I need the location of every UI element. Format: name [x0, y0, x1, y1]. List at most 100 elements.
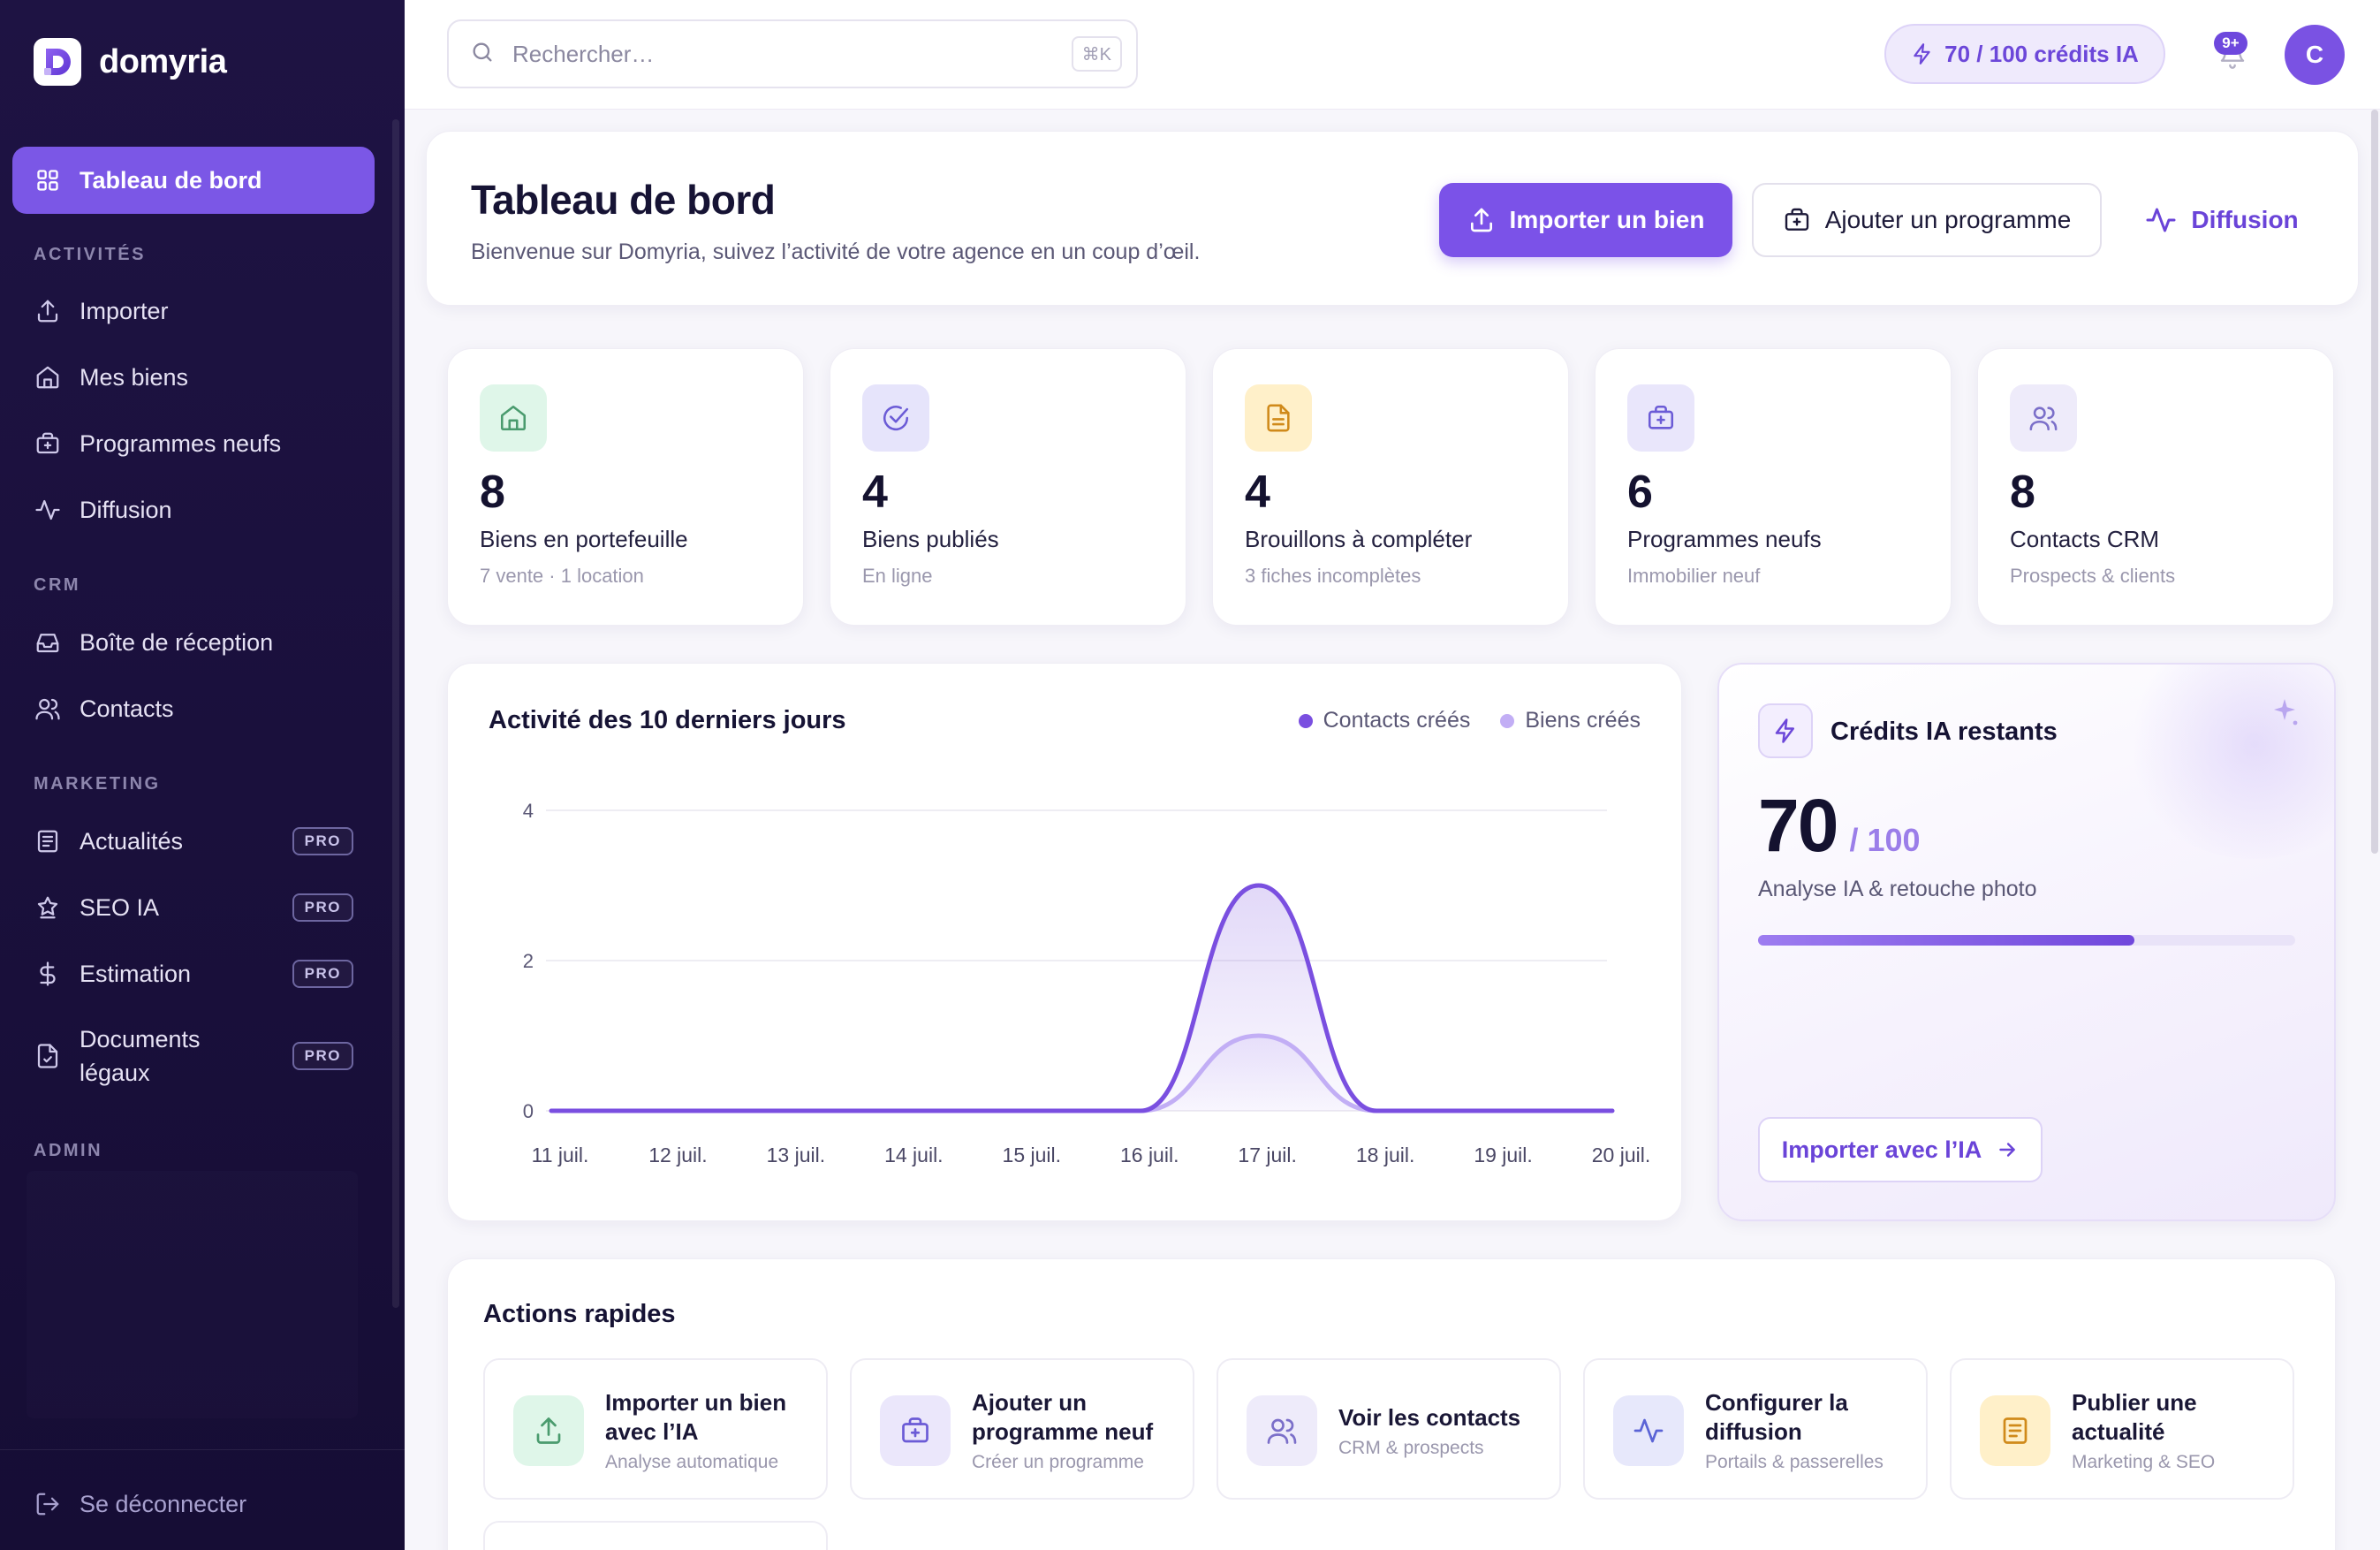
sidebar-item-boite-de-reception[interactable]: Boîte de réception — [12, 616, 375, 669]
sidebar-item-importer[interactable]: Importer — [12, 285, 375, 338]
sidebar-item-diffusion[interactable]: Diffusion — [12, 483, 375, 536]
quick-action-add-program[interactable]: Ajouter un programme neuf Créer un progra… — [850, 1358, 1194, 1500]
upload-icon — [34, 297, 62, 325]
sidebar-item-label: Boîte de réception — [80, 628, 274, 656]
qa-label: Importer un bien avec l’IA — [605, 1388, 817, 1447]
sidebar-item-tableau-de-bord[interactable]: Tableau de bord — [12, 147, 375, 214]
activity-icon — [1633, 1418, 1664, 1443]
qa-icon-wrap — [880, 1395, 951, 1466]
credits-title: Crédits IA restants — [1830, 718, 2058, 746]
import-bien-label: Importer un bien — [1509, 206, 1705, 233]
sidebar-scrollbar[interactable] — [392, 119, 399, 1308]
pro-badge: PRO — [292, 1042, 353, 1070]
brand-name: domyria — [99, 42, 227, 80]
stat-value: 8 — [480, 467, 505, 518]
x-tick-label: 15 juil. — [1003, 1144, 1061, 1166]
search-input[interactable] — [512, 40, 1007, 68]
qa-icon-wrap — [1247, 1395, 1317, 1466]
x-tick-label: 14 juil. — [884, 1144, 943, 1166]
activity-icon — [34, 496, 62, 524]
crown-icon — [34, 893, 62, 922]
activity-icon — [2146, 208, 2176, 232]
quick-action-diffusion[interactable]: Configurer la diffusion Portails & passer… — [1583, 1358, 1928, 1500]
stat-card-brouillons[interactable]: 4 Brouillons à compléter 3 fiches incomp… — [1212, 348, 1569, 626]
avatar[interactable]: C — [2285, 25, 2345, 85]
qa-label-line: Importer un bien — [605, 1389, 787, 1416]
sidebar-item-actualites[interactable]: Actualités PRO — [12, 815, 375, 868]
credits-pill[interactable]: 70 / 100 crédits IA — [1884, 24, 2165, 84]
x-tick-label: 17 juil. — [1238, 1144, 1296, 1166]
sidebar-item-estimation[interactable]: Estimation PRO — [12, 947, 375, 1000]
grid-icon — [34, 166, 62, 194]
diffusion-label: Diffusion — [2191, 206, 2299, 233]
qa-text: Publier une actualité Marketing & SEO — [2072, 1360, 2284, 1501]
quick-action-actualite[interactable]: Publier une actualité Marketing & SEO — [1950, 1358, 2294, 1500]
chart-legend: Contacts créés Biens créés — [1269, 708, 1641, 733]
legend-item-contacts[interactable]: Contacts créés — [1298, 708, 1470, 733]
add-program-button[interactable]: Ajouter un programme — [1752, 183, 2102, 257]
import-bien-button[interactable]: Importer un bien — [1439, 183, 1732, 257]
quick-action-import-ai[interactable]: Importer un bien avec l’IA Analyse automa… — [483, 1358, 828, 1500]
x-tick-label: 11 juil. — [532, 1144, 589, 1166]
briefcase-plus-icon — [902, 1417, 929, 1443]
brand[interactable]: domyria — [34, 38, 227, 86]
upload-icon — [536, 1417, 561, 1444]
sidebar-item-programmes-neufs[interactable]: Programmes neufs — [12, 417, 375, 470]
sidebar-item-label: Actualités — [80, 827, 184, 855]
newspaper-icon — [34, 827, 62, 855]
stat-card-programmes-neufs[interactable]: 6 Programmes neufs Immobilier neuf — [1595, 348, 1952, 626]
stat-sub: Prospects & clients — [2010, 565, 2176, 587]
decorative-glow — [2122, 665, 2334, 859]
file-check-icon — [34, 1042, 62, 1070]
domyria-logo-icon — [34, 38, 81, 86]
legend-item-biens[interactable]: Biens créés — [1500, 708, 1641, 733]
sidebar-item-documents-legaux[interactable]: Documents légaux PRO — [12, 1018, 375, 1094]
stat-icon-wrap — [1627, 384, 1694, 452]
import-ai-button[interactable]: Importer avec l’IA — [1758, 1117, 2043, 1182]
label-line-1: Documents — [80, 1026, 201, 1052]
logout-button[interactable]: Se déconnecter — [12, 1478, 246, 1531]
stat-label: Biens en portefeuille — [480, 526, 688, 552]
stat-label: Contacts CRM — [2010, 526, 2160, 552]
pro-badge: PRO — [292, 960, 353, 988]
qa-sub: Portails & passerelles — [1705, 1452, 1884, 1472]
qa-label: Publier une actualité — [2072, 1388, 2284, 1447]
stat-card-biens-portefeuille[interactable]: 8 Biens en portefeuille 7 vente · 1 loca… — [447, 348, 804, 626]
quick-action-partial[interactable] — [483, 1521, 828, 1550]
briefcase-plus-icon — [1648, 405, 1674, 429]
qa-text: Ajouter un programme neuf Créer un progra… — [972, 1360, 1184, 1501]
credits-pill-label: 70 / 100 crédits IA — [1944, 40, 2139, 67]
stat-card-biens-publies[interactable]: 4 Biens publiés En ligne — [830, 348, 1186, 626]
y-tick-label: 0 — [523, 1100, 534, 1122]
y-tick-label: 2 — [523, 950, 534, 972]
sidebar-item-contacts[interactable]: Contacts — [12, 682, 375, 735]
stat-card-contacts-crm[interactable]: 8 Contacts CRM Prospects & clients — [1977, 348, 2334, 626]
chart-title: Activité des 10 derniers jours — [489, 706, 846, 734]
users-icon — [1267, 1418, 1297, 1444]
stat-sub: 7 vente · 1 location — [480, 565, 644, 587]
dollar-icon — [34, 960, 62, 988]
section-title-marketing: MARKETING — [34, 774, 161, 794]
activity-chart-card: Activité des 10 derniers jours Contacts … — [447, 663, 1682, 1221]
section-title-activites: ACTIVITÉS — [34, 245, 146, 264]
main-scrollbar[interactable] — [2371, 110, 2378, 854]
sparkle-icon — [2274, 699, 2298, 726]
diffusion-link[interactable]: Diffusion — [2116, 183, 2328, 257]
topbar: ⌘K 70 / 100 crédits IA 9+ C — [405, 0, 2380, 110]
qa-sub: Marketing & SEO — [2072, 1452, 2216, 1472]
quick-actions-card: Actions rapides Importer un bien avec l’I… — [447, 1258, 2336, 1550]
search-box[interactable]: ⌘K — [447, 19, 1138, 88]
home-icon — [500, 405, 527, 431]
qa-label-line: Configurer la — [1705, 1389, 1848, 1416]
sidebar-item-seo-ia[interactable]: SEO IA PRO — [12, 881, 375, 934]
qa-sub: Créer un programme — [972, 1452, 1144, 1472]
stat-value: 8 — [2010, 467, 2035, 518]
document-icon — [1267, 404, 1290, 432]
credits-amount: 70 / 100 — [1758, 783, 1921, 869]
credits-progress-bar — [1758, 935, 2295, 946]
credits-description: Analyse IA & retouche photo — [1758, 877, 2037, 901]
inbox-icon — [34, 628, 62, 657]
activity-chart: 0 2 4 11 juil. 12 juil. 13 juil. 14 juil. 15 ju… — [523, 800, 1650, 1166]
quick-action-contacts[interactable]: Voir les contacts CRM & prospects — [1217, 1358, 1561, 1500]
sidebar-item-mes-biens[interactable]: Mes biens — [12, 351, 375, 404]
